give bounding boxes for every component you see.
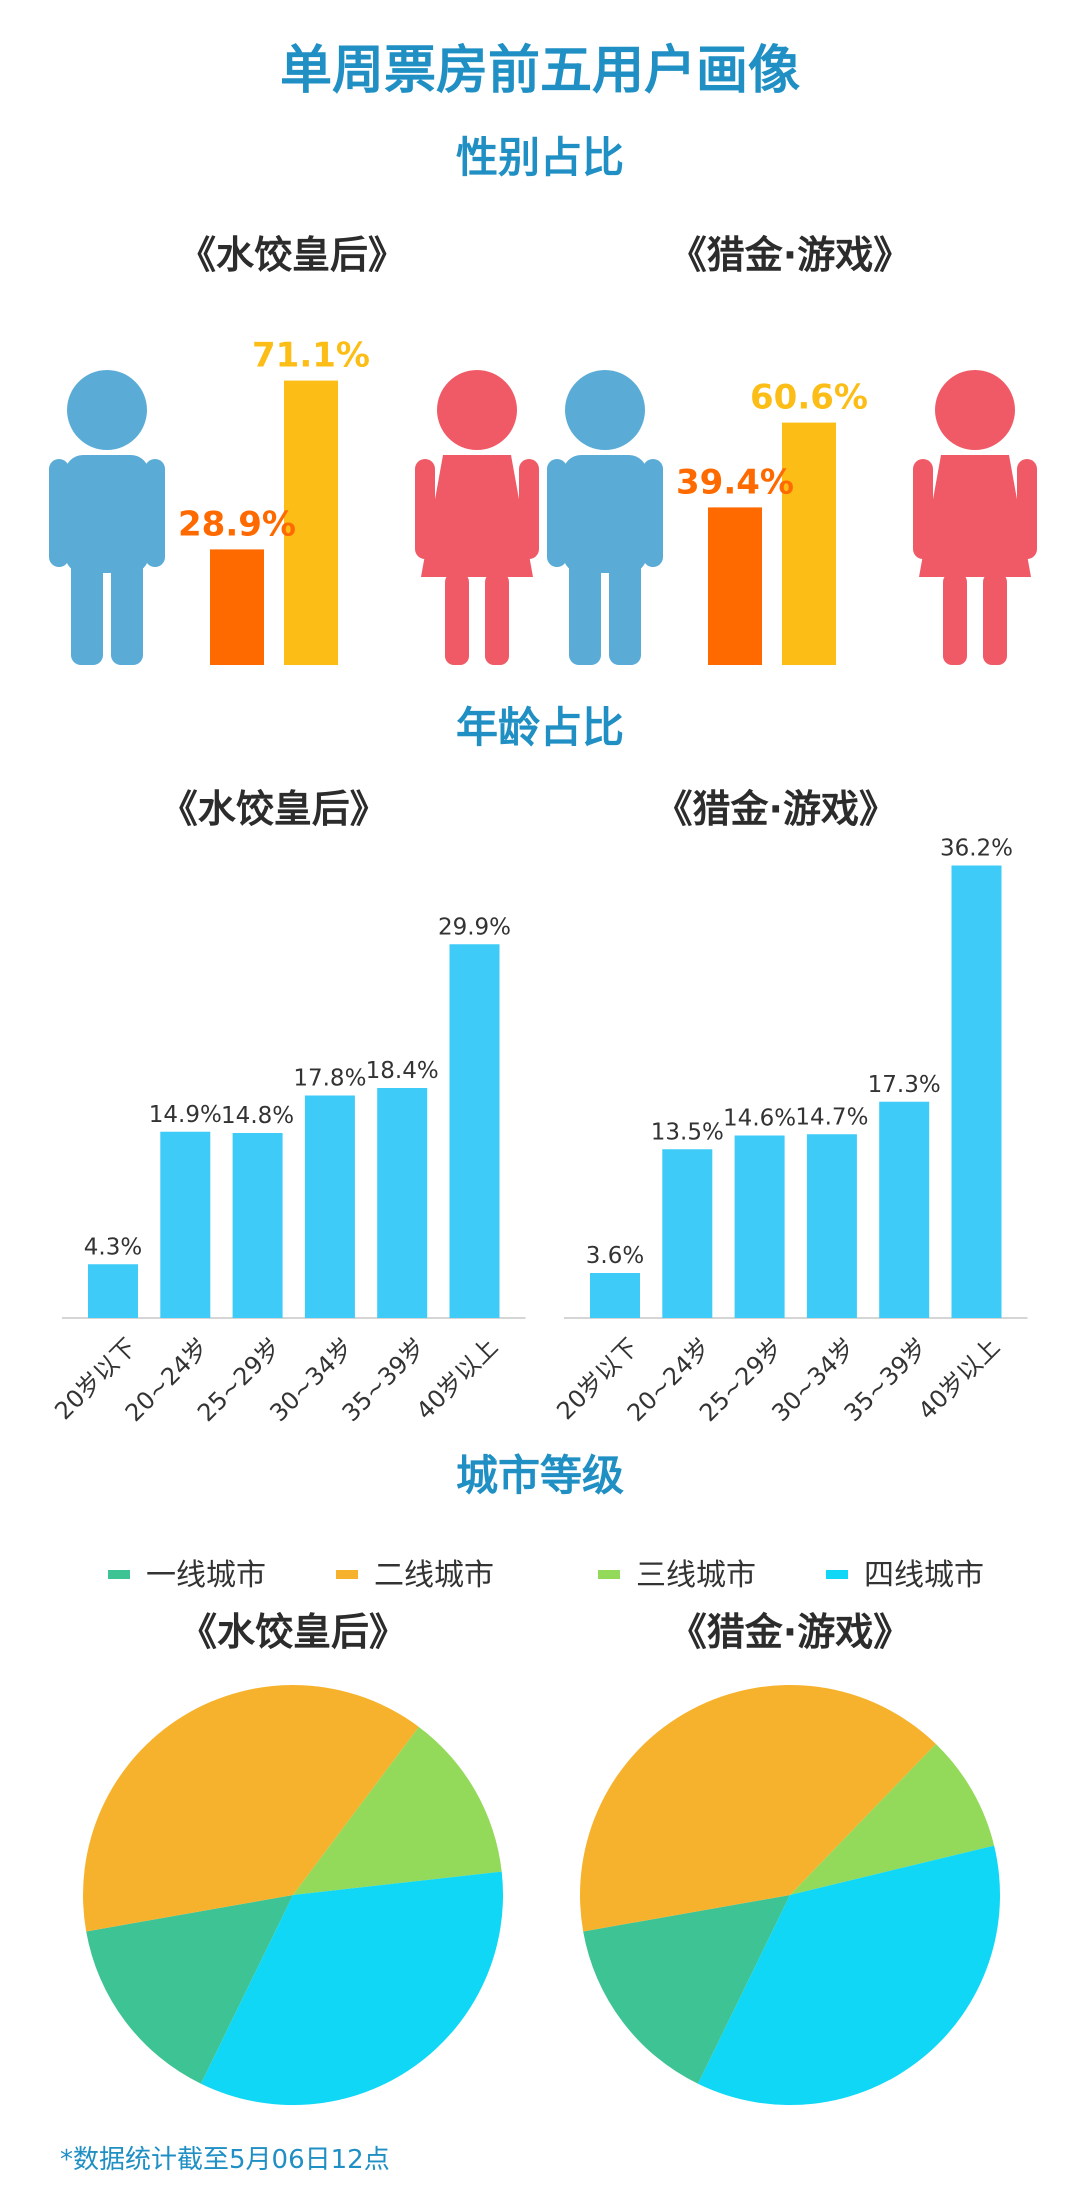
age-chart: 《猎金·游戏》3.6%20岁以下13.5%20~24岁14.6%25~29岁14… bbox=[551, 787, 1028, 1427]
age-value-label: 17.3% bbox=[868, 1072, 941, 1098]
male-head bbox=[565, 370, 645, 450]
legend-item: 三线城市 bbox=[598, 1558, 756, 1593]
main-title: 单周票房前五用户画像 bbox=[280, 41, 800, 101]
age-bar bbox=[951, 865, 1002, 1318]
male-leg-right bbox=[609, 555, 641, 665]
female-leg-right bbox=[485, 573, 509, 665]
male-arm-right bbox=[145, 459, 165, 567]
age-bar bbox=[304, 1095, 355, 1318]
age-chart-title: 《猎金·游戏》 bbox=[655, 787, 897, 831]
male-leg-right bbox=[111, 555, 143, 665]
female-leg-left bbox=[445, 573, 469, 665]
age-bar bbox=[662, 1149, 713, 1318]
age-bar bbox=[88, 1264, 138, 1318]
pie-slice bbox=[790, 1743, 995, 1895]
male-share-label: 39.4% bbox=[676, 462, 794, 502]
age-value-label: 14.7% bbox=[795, 1104, 868, 1130]
gender-chart: 《猎金·游戏》 39.4% 60.6% bbox=[547, 233, 1037, 665]
female-arm-right bbox=[1017, 459, 1037, 559]
female-arm-left bbox=[913, 459, 933, 559]
female-arm-right bbox=[519, 459, 539, 559]
city-pie-chart: 《猎金·游戏》 bbox=[579, 1610, 1000, 2106]
gender-chart-title: 《水饺皇后》 bbox=[178, 233, 406, 277]
city-pie-chart: 《水饺皇后》 bbox=[83, 1610, 503, 2106]
legend-item: 一线城市 bbox=[108, 1558, 266, 1593]
pie-slice bbox=[583, 1895, 790, 2084]
legend-swatch bbox=[598, 1570, 620, 1579]
pie-slice bbox=[86, 1895, 293, 2084]
age-value-label: 29.9% bbox=[438, 914, 511, 940]
legend-label: 三线城市 bbox=[636, 1558, 756, 1593]
age-value-label: 14.9% bbox=[149, 1102, 222, 1128]
male-share-label: 28.9% bbox=[178, 504, 296, 544]
footnote: *数据统计截至5月06日12点 bbox=[60, 2145, 390, 2175]
legend-label: 一线城市 bbox=[146, 1558, 266, 1593]
age-chart: 《水饺皇后》4.3%20岁以下14.9%20~24岁14.8%25~29岁17.… bbox=[49, 787, 526, 1427]
gender-chart: 《水饺皇后》 28.9% 71.1% bbox=[49, 233, 539, 665]
age-value-label: 17.8% bbox=[293, 1066, 366, 1092]
legend-label: 二线城市 bbox=[374, 1558, 494, 1593]
city-pie-title: 《猎金·游戏》 bbox=[669, 1610, 911, 1654]
pie-slice bbox=[83, 1685, 419, 1932]
male-arm-right bbox=[643, 459, 663, 567]
pie-slice bbox=[200, 1871, 503, 2106]
age-value-label: 3.6% bbox=[586, 1243, 644, 1269]
female-dress bbox=[919, 455, 1031, 577]
female-share-label: 60.6% bbox=[750, 378, 868, 418]
male-leg-left bbox=[71, 555, 103, 665]
age-value-label: 18.4% bbox=[366, 1058, 439, 1084]
female-share-bar bbox=[782, 422, 836, 665]
male-torso bbox=[65, 455, 149, 573]
age-value-label: 14.8% bbox=[221, 1103, 294, 1129]
age-bar bbox=[806, 1134, 857, 1318]
gender-section-title: 性别占比 bbox=[456, 133, 624, 182]
male-share-bar bbox=[708, 507, 762, 665]
age-bar bbox=[377, 1088, 428, 1318]
female-head bbox=[437, 370, 517, 450]
female-share-bar bbox=[284, 380, 338, 665]
age-section-title: 年龄占比 bbox=[456, 703, 624, 752]
age-value-label: 13.5% bbox=[651, 1119, 724, 1145]
male-head bbox=[67, 370, 147, 450]
legend-label: 四线城市 bbox=[864, 1558, 984, 1593]
age-value-label: 4.3% bbox=[84, 1234, 142, 1260]
age-chart-title: 《水饺皇后》 bbox=[160, 787, 388, 831]
legend-item: 二线城市 bbox=[336, 1558, 494, 1593]
male-share-bar bbox=[210, 549, 264, 665]
legend-swatch bbox=[826, 1570, 848, 1579]
age-bar bbox=[160, 1131, 211, 1318]
city-pie-title: 《水饺皇后》 bbox=[179, 1610, 407, 1654]
age-value-label: 14.6% bbox=[723, 1106, 796, 1132]
female-dress bbox=[421, 455, 533, 577]
age-bar bbox=[734, 1135, 785, 1318]
age-bar bbox=[879, 1101, 930, 1318]
legend-swatch bbox=[336, 1570, 358, 1579]
female-arm-left bbox=[415, 459, 435, 559]
city-section-title: 城市等级 bbox=[456, 1451, 624, 1500]
male-arm-left bbox=[547, 459, 567, 567]
age-bar bbox=[449, 944, 500, 1318]
age-bar bbox=[232, 1133, 283, 1318]
pie-slice bbox=[293, 1726, 502, 1895]
pie-slice bbox=[697, 1845, 1000, 2106]
age-value-label: 36.2% bbox=[940, 836, 1013, 862]
pie-slice bbox=[579, 1684, 936, 1932]
gender-chart-title: 《猎金·游戏》 bbox=[669, 233, 911, 277]
legend-item: 四线城市 bbox=[826, 1558, 984, 1593]
female-leg-right bbox=[983, 573, 1007, 665]
female-leg-left bbox=[943, 573, 967, 665]
female-share-label: 71.1% bbox=[252, 336, 370, 376]
male-leg-left bbox=[569, 555, 601, 665]
male-arm-left bbox=[49, 459, 69, 567]
female-head bbox=[935, 370, 1015, 450]
male-torso bbox=[563, 455, 647, 573]
legend-swatch bbox=[108, 1570, 130, 1579]
age-bar bbox=[590, 1273, 640, 1318]
